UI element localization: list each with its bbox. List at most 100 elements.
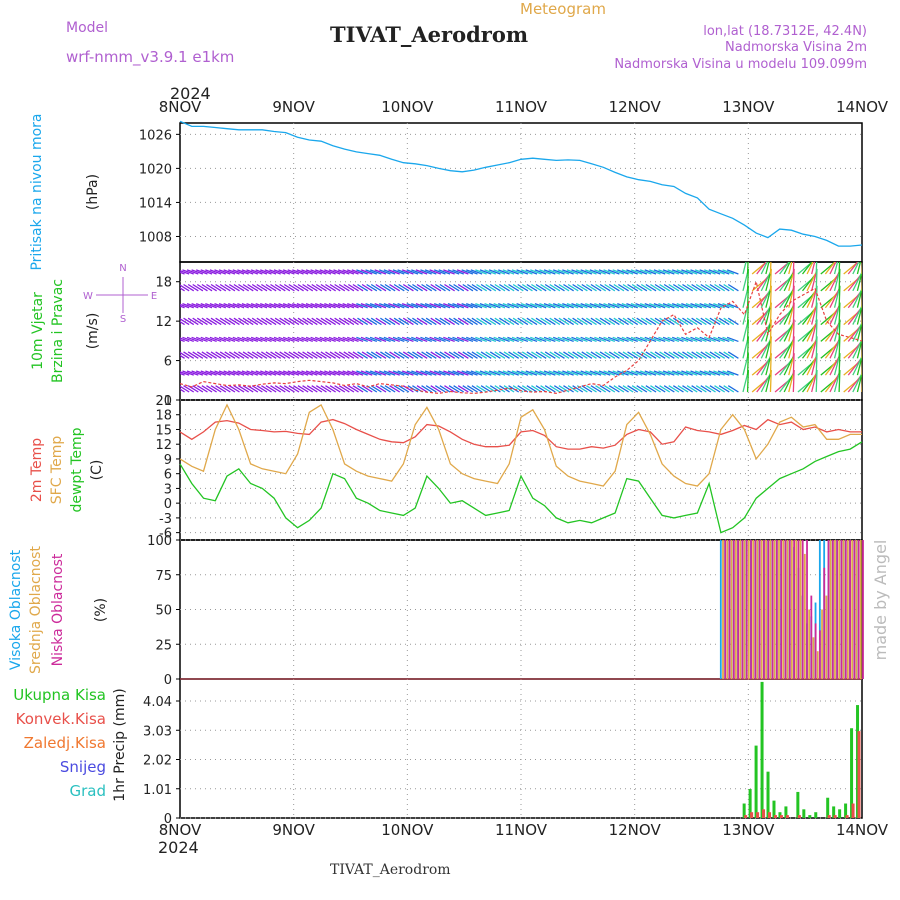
model-label: Model bbox=[66, 20, 109, 36]
wind-barb bbox=[205, 269, 217, 275]
wind-barb bbox=[576, 317, 588, 326]
wind-barb bbox=[617, 302, 629, 309]
wind-barb bbox=[228, 351, 240, 359]
wind-barb bbox=[699, 336, 712, 343]
wind-barb bbox=[563, 283, 574, 292]
wind-barb bbox=[690, 370, 703, 376]
wind-barb bbox=[439, 283, 451, 292]
wind-barb bbox=[484, 269, 497, 275]
wind-barb bbox=[288, 351, 300, 359]
wind-barb bbox=[475, 370, 487, 376]
x-tick-top: 9NOV bbox=[272, 98, 315, 116]
wind-barb bbox=[296, 370, 309, 376]
x-tick-top: 10NOV bbox=[381, 98, 434, 116]
wind-barb bbox=[539, 269, 551, 275]
wind-barb bbox=[209, 370, 222, 376]
cloud-bar bbox=[842, 540, 845, 679]
wind-barb bbox=[406, 336, 419, 343]
wind-barb bbox=[388, 302, 400, 309]
wind-barb bbox=[411, 336, 423, 343]
wind-barb bbox=[315, 317, 327, 326]
cloud-bar bbox=[829, 540, 832, 679]
wind-barb bbox=[713, 370, 725, 376]
wind-barb bbox=[210, 283, 222, 292]
y-tick-label: 6 bbox=[164, 468, 172, 483]
wind-barb bbox=[525, 370, 538, 376]
wind-barb bbox=[581, 351, 593, 359]
wind-barb bbox=[214, 370, 226, 376]
wind-barb bbox=[430, 351, 442, 359]
wind-barb bbox=[343, 351, 355, 359]
wind-barb bbox=[682, 351, 693, 359]
precip-bar bbox=[772, 800, 776, 818]
wind-barb bbox=[589, 302, 602, 309]
wind-barb bbox=[192, 385, 204, 393]
wind-barb bbox=[314, 302, 327, 309]
wind-barb bbox=[540, 317, 552, 326]
wind-barb bbox=[366, 283, 378, 292]
wind-barb bbox=[654, 351, 666, 359]
wind-barb bbox=[374, 302, 387, 309]
wind-barb bbox=[374, 336, 387, 343]
wind-barb bbox=[566, 370, 579, 376]
wind-barb bbox=[214, 269, 226, 275]
cloud-bar bbox=[819, 630, 821, 679]
wind-barb bbox=[223, 370, 236, 376]
wind-barb bbox=[586, 385, 597, 393]
wind-barb bbox=[238, 317, 250, 326]
wind-barb bbox=[384, 283, 396, 292]
wind-barb bbox=[604, 317, 616, 326]
wind-barb bbox=[278, 370, 291, 376]
wind-barb bbox=[521, 385, 533, 393]
wind-barb bbox=[589, 336, 602, 343]
wind-barb bbox=[586, 317, 597, 326]
wind-barb bbox=[534, 370, 547, 376]
wind-barb bbox=[485, 317, 497, 326]
wind-barb bbox=[553, 385, 565, 393]
wind-barb bbox=[279, 385, 291, 393]
wind-barb bbox=[571, 336, 584, 343]
wind-barb bbox=[507, 302, 519, 309]
wind-barb bbox=[357, 317, 369, 326]
wind-barb bbox=[516, 370, 529, 376]
wind-barb bbox=[433, 336, 446, 343]
wind-barb bbox=[511, 302, 524, 309]
wind-barb bbox=[540, 351, 552, 359]
wind-barb bbox=[543, 370, 556, 376]
credit-label: made by Angel bbox=[871, 540, 890, 661]
wind-barb bbox=[714, 283, 726, 292]
precip-bar bbox=[833, 815, 837, 818]
wind-barb bbox=[256, 317, 268, 326]
wind-barb bbox=[250, 370, 263, 376]
wind-barb bbox=[580, 336, 593, 343]
altitude-label: Nadmorska Visina 2m bbox=[725, 40, 867, 55]
wind-barb bbox=[726, 302, 739, 309]
wind-barb bbox=[375, 351, 387, 359]
wind-barb bbox=[411, 302, 423, 309]
cloud-bar bbox=[834, 540, 836, 679]
wind-barb bbox=[393, 385, 405, 393]
wind-barb bbox=[691, 385, 703, 393]
wind-barb bbox=[475, 336, 487, 343]
wind-barb bbox=[384, 351, 396, 359]
wind-barb bbox=[297, 283, 309, 292]
wind-barb bbox=[196, 317, 208, 326]
wind-barb bbox=[274, 385, 286, 393]
wind-barb bbox=[704, 336, 716, 343]
wind-barb bbox=[180, 339, 185, 343]
wind-barb bbox=[594, 269, 606, 275]
wind-barb bbox=[571, 302, 584, 309]
wind-barb bbox=[310, 269, 323, 275]
wind-barb bbox=[205, 302, 217, 309]
cloud-bar bbox=[831, 540, 834, 679]
wind-barb bbox=[699, 370, 712, 376]
wind-barb bbox=[521, 283, 533, 292]
wind-barb bbox=[713, 269, 725, 275]
wind-barb bbox=[549, 317, 561, 326]
wind-barb bbox=[552, 302, 565, 309]
wind-barb bbox=[192, 317, 204, 326]
wind-barb bbox=[494, 385, 506, 393]
wind-barb bbox=[599, 283, 611, 292]
wind-barb bbox=[676, 370, 689, 376]
wind-barb bbox=[282, 336, 295, 343]
